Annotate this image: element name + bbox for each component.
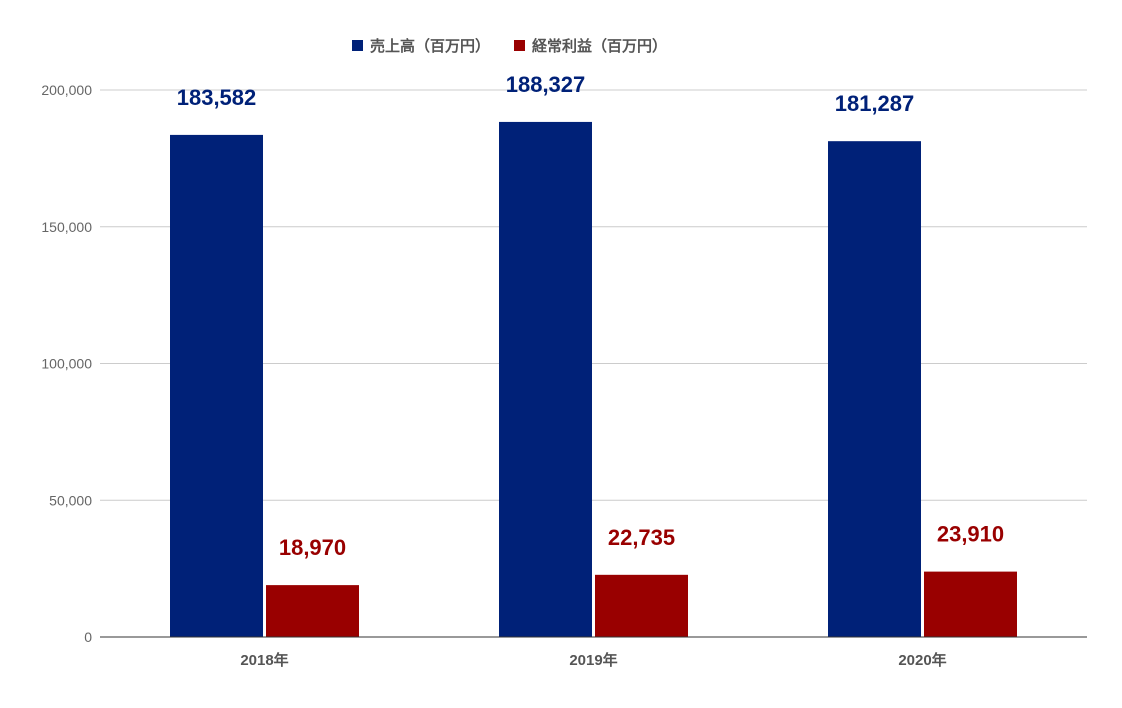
data-label-sales-0: 183,582	[177, 85, 257, 110]
data-label-sales-1: 188,327	[506, 72, 586, 97]
bar-ordinary-profit-2[interactable]	[924, 571, 1017, 637]
x-category-label: 2018年	[240, 651, 288, 669]
bar-ordinary-profit-0[interactable]	[266, 585, 359, 637]
bar-ordinary-profit-1[interactable]	[595, 574, 688, 637]
bars-layer	[170, 121, 1017, 637]
legend-swatch	[352, 40, 363, 51]
legend-label: 売上高（百万円）	[370, 37, 490, 55]
y-tick-label: 200,000	[41, 82, 92, 98]
data-label-ordinary-profit-0: 18,970	[279, 535, 346, 560]
y-axis-ticks: 0 50,000 100,000 150,000 200,000	[41, 82, 92, 645]
legend-item-sales[interactable]: 売上高（百万円）	[352, 37, 490, 55]
x-category-label: 2020年	[898, 651, 946, 669]
data-labels-layer: 183,582 18,970 188,327 22,735 181,287 23,910	[177, 72, 1004, 560]
bar-sales-2[interactable]	[828, 141, 921, 637]
y-tick-label: 150,000	[41, 219, 92, 235]
data-label-ordinary-profit-1: 22,735	[608, 525, 675, 550]
y-tick-label: 50,000	[49, 492, 92, 508]
data-label-sales-2: 181,287	[835, 91, 915, 116]
bar-sales-0[interactable]	[170, 134, 263, 637]
grid-layer	[100, 89, 1087, 501]
data-label-ordinary-profit-2: 23,910	[937, 522, 1004, 547]
legend-label: 経常利益（百万円）	[532, 37, 667, 55]
bar-sales-1[interactable]	[499, 121, 592, 637]
y-tick-label: 100,000	[41, 356, 92, 372]
legend-item-ordinary-profit[interactable]: 経常利益（百万円）	[514, 37, 667, 55]
x-axis-categories: 2018年 2019年 2020年	[240, 651, 946, 669]
legend-swatch	[514, 40, 525, 51]
x-category-label: 2019年	[569, 651, 617, 669]
legend[interactable]: 売上高（百万円） 経常利益（百万円）	[352, 37, 667, 55]
y-tick-label: 0	[84, 629, 92, 645]
